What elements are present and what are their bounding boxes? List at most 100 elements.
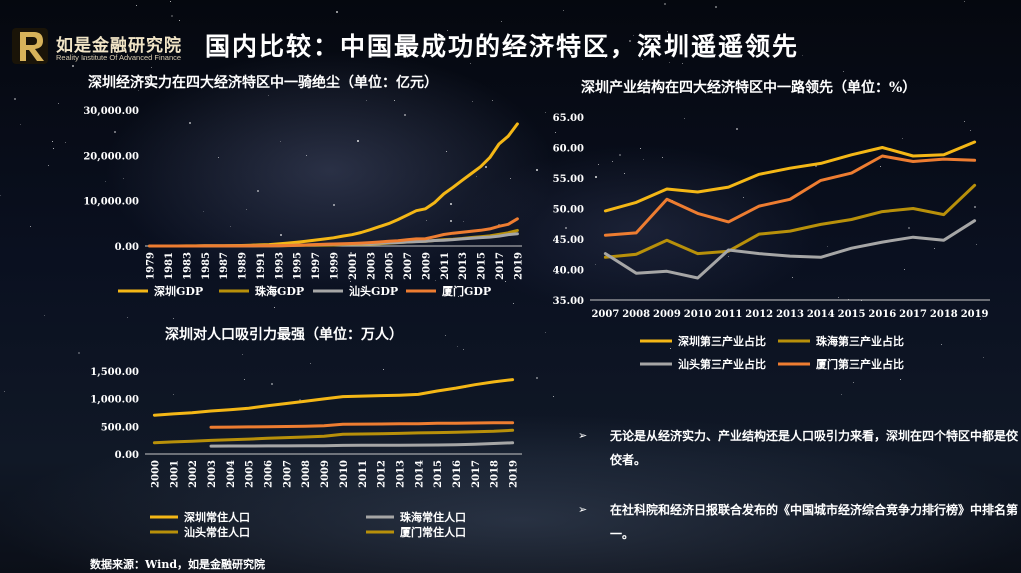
x-tick-label: 1981 <box>164 252 175 280</box>
y-tick-label: 0.00 <box>115 450 139 461</box>
star <box>446 30 448 32</box>
star <box>317 326 319 328</box>
star <box>671 199 673 201</box>
legend-label: 汕头常住人口 <box>184 525 250 539</box>
legend-label: 珠海常住人口 <box>400 510 466 524</box>
x-tick-label: 2011 <box>715 309 743 320</box>
y-tick-label: 45.00 <box>553 235 584 246</box>
x-tick-label: 2013 <box>458 252 469 280</box>
star <box>456 345 458 347</box>
star <box>643 158 645 160</box>
bullet-arrow-icon: ➢ <box>578 503 588 516</box>
star <box>274 306 276 308</box>
star <box>964 0 966 2</box>
star <box>553 395 555 397</box>
star <box>727 255 729 257</box>
star <box>438 268 440 270</box>
legend-label: 厦门GDP <box>442 284 491 298</box>
star <box>628 39 631 42</box>
star <box>410 89 412 91</box>
star <box>135 5 137 7</box>
x-tick-label: 2010 <box>339 460 350 488</box>
star <box>982 357 984 359</box>
y-tick-label: 60.00 <box>553 144 584 155</box>
x-tick-label: 2005 <box>245 460 256 488</box>
x-tick-label: 2001 <box>169 460 180 488</box>
x-tick-label: 1993 <box>274 252 285 280</box>
x-tick-label: 2018 <box>930 309 958 320</box>
star <box>969 129 971 131</box>
star <box>78 352 81 355</box>
x-tick-label: 2017 <box>495 252 506 280</box>
x-tick-label: 2000 <box>150 460 161 488</box>
x-tick-label: 1983 <box>182 252 193 280</box>
star <box>545 332 547 334</box>
y-tick-label: 1,000.00 <box>90 395 139 406</box>
star <box>619 153 622 156</box>
star <box>108 198 110 200</box>
star <box>13 98 16 101</box>
x-tick-label: 2014 <box>414 460 425 488</box>
y-tick-label: 40.00 <box>553 266 584 277</box>
star <box>826 245 828 247</box>
legend-label: 汕头第三产业占比 <box>678 357 766 371</box>
star <box>356 140 359 143</box>
star <box>57 102 59 104</box>
star <box>715 5 718 8</box>
star <box>791 277 793 279</box>
star <box>244 379 246 381</box>
x-tick-label: 2011 <box>358 460 369 488</box>
star <box>907 227 910 230</box>
y-tick-label: 30,000.00 <box>83 106 139 117</box>
star <box>847 298 849 300</box>
star <box>446 150 448 152</box>
star <box>463 348 465 350</box>
x-tick-label: 2017 <box>899 309 927 320</box>
star <box>682 63 684 65</box>
series-line <box>148 217 519 248</box>
population-chart-title: 深圳对人口吸引力最强（单位：万人） <box>165 327 403 343</box>
star <box>280 234 283 237</box>
star <box>492 100 494 102</box>
star <box>604 57 606 59</box>
star <box>934 247 936 249</box>
x-tick-label: 2009 <box>320 460 331 488</box>
star <box>169 1 171 3</box>
x-tick-label: 2003 <box>366 252 377 280</box>
x-tick-label: 2006 <box>264 460 275 488</box>
star <box>114 131 117 134</box>
star <box>880 165 882 167</box>
star <box>257 189 260 192</box>
star <box>463 221 465 223</box>
star <box>186 263 188 265</box>
star <box>383 368 385 370</box>
star <box>544 111 546 113</box>
star <box>126 317 128 319</box>
star <box>735 127 738 130</box>
x-tick-label: 1999 <box>330 252 341 280</box>
star <box>471 100 473 102</box>
x-tick-label: 2018 <box>490 460 501 488</box>
y-tick-label: 35.00 <box>553 296 584 307</box>
series-line <box>152 378 515 417</box>
y-tick-label: 10,000.00 <box>83 197 139 208</box>
series-line <box>603 183 977 259</box>
x-tick-label: 2019 <box>961 309 989 320</box>
brand-name: 如是金融研究院 <box>56 36 182 56</box>
star <box>743 196 745 198</box>
y-tick-label: 55.00 <box>553 174 584 185</box>
x-tick-label: 2019 <box>509 460 520 488</box>
star <box>138 89 140 91</box>
star <box>501 20 503 22</box>
star <box>65 142 67 144</box>
star <box>52 147 54 149</box>
x-tick-label: 2013 <box>395 460 406 488</box>
logo-icon <box>12 28 48 64</box>
star <box>555 132 557 134</box>
x-tick-label: 2012 <box>377 460 388 488</box>
star <box>814 164 817 167</box>
star <box>242 353 244 355</box>
star <box>976 243 978 245</box>
bullet-text: 无论是从经济实力、产业结构还是人口吸引力来看，深圳在四个特区中都是佼佼者。 <box>610 429 1019 467</box>
star <box>393 99 395 101</box>
